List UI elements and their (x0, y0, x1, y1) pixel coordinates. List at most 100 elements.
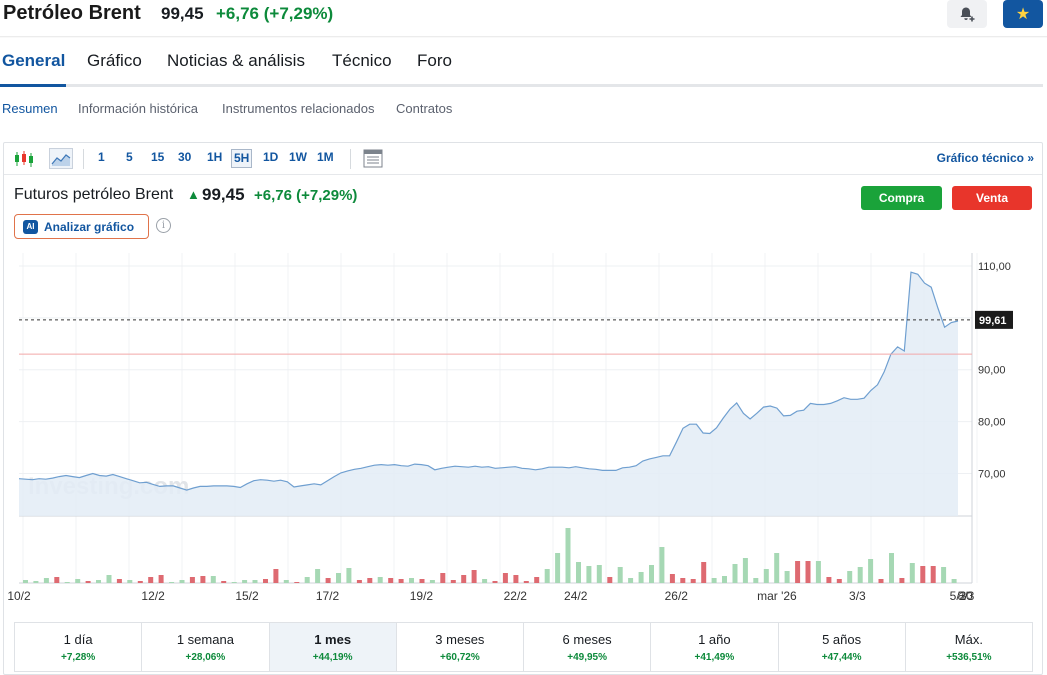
volume-bar (774, 553, 780, 583)
main-tabs: General Gráfico Noticias & análisis Técn… (0, 50, 1043, 87)
volume-bar (836, 579, 842, 583)
area-chart-button[interactable] (49, 148, 73, 169)
volume-bar (711, 578, 717, 583)
volume-bar (930, 566, 936, 583)
volume-bar (231, 582, 237, 583)
bell-plus-icon (960, 7, 975, 22)
volume-bar (304, 577, 310, 583)
subtab-contratos[interactable]: Contratos (396, 101, 453, 116)
toolbar-separator (83, 149, 84, 169)
volume-bar (346, 568, 352, 583)
x-tick-label: 5/3 (950, 589, 967, 603)
x-tick-label: 10/2 (7, 589, 31, 603)
volume-bar (586, 566, 592, 583)
volume-bar (878, 579, 884, 583)
sell-button[interactable]: Venta (952, 186, 1032, 210)
analyze-chart-label: Analizar gráfico (44, 219, 135, 234)
period-4[interactable]: 6 meses +49,95% (524, 623, 652, 671)
price-chart[interactable]: Investing.com70,0080,0090,00100110,0099,… (4, 143, 1042, 621)
tab-foro[interactable]: Foro (417, 51, 452, 70)
period-6[interactable]: 5 años +47,44% (779, 623, 906, 671)
interval-1d[interactable]: 1D (263, 150, 279, 164)
y-tick-label: 80,00 (978, 417, 1006, 429)
interval-1m[interactable]: 1M (317, 150, 334, 164)
header-change-value: +6,76 (216, 4, 260, 23)
subtab-instrumentos-relacionados[interactable]: Instrumentos relacionados (222, 101, 375, 116)
tab-grafico[interactable]: Gráfico (87, 51, 142, 70)
period-0[interactable]: 1 día +7,28% (15, 623, 143, 671)
volume-bar (868, 559, 874, 583)
volume-bar (544, 569, 550, 583)
table-view-icon[interactable] (363, 149, 383, 168)
up-arrow-icon: ▲ (187, 187, 200, 202)
volume-bar (857, 567, 863, 583)
period-label: Máx. (954, 631, 983, 647)
volume-bar (450, 580, 456, 583)
header-divider (0, 36, 1047, 38)
period-change: +7,28% (61, 651, 96, 663)
header-price: 99,45 (161, 4, 204, 23)
period-change: +536,51% (946, 651, 992, 663)
interval-1w[interactable]: 1W (289, 150, 307, 164)
interval-5[interactable]: 5 (126, 150, 133, 164)
tab-noticias[interactable]: Noticias & análisis (167, 51, 305, 70)
add-alert-button[interactable] (947, 0, 987, 28)
buy-button[interactable]: Compra (861, 186, 942, 210)
tab-general[interactable]: General (2, 51, 66, 70)
period-5[interactable]: 1 año +41,49% (651, 623, 779, 671)
volume-bar (753, 578, 759, 583)
price-line (18, 271, 959, 491)
performance-periods: 1 día +7,28% 1 semana +28,06% 1 mes +44,19% 3 … (14, 622, 1033, 672)
x-tick-label: 15/2 (235, 589, 259, 603)
volume-bar (826, 577, 832, 583)
interval-1[interactable]: 1 (98, 150, 105, 164)
interval-5h[interactable]: 5H (231, 149, 253, 168)
interval-1h[interactable]: 1H (207, 150, 223, 164)
candlestick-icon[interactable] (14, 150, 34, 168)
volume-bar (85, 581, 91, 583)
volume-bar (638, 572, 644, 583)
volume-bar (523, 581, 529, 583)
period-label: 1 mes (314, 631, 352, 647)
period-change: +49,95% (567, 651, 607, 663)
volume-bar (75, 579, 81, 583)
period-1[interactable]: 1 semana +28,06% (142, 623, 270, 671)
volume-bar (669, 574, 675, 583)
volume-bar (659, 547, 665, 583)
info-icon[interactable]: i (156, 218, 171, 233)
subtab-informacion-historica[interactable]: Información histórica (78, 101, 198, 116)
technical-chart-link[interactable]: Gráfico técnico » (936, 151, 1034, 165)
star-icon: ★ (1015, 6, 1031, 23)
volume-bar (502, 573, 508, 583)
volume-bar (356, 580, 362, 583)
volume-bar (409, 578, 414, 583)
volume-bar (200, 576, 206, 583)
volume-bar (294, 582, 300, 583)
volume-bar (315, 569, 321, 583)
tab-tecnico[interactable]: Técnico (332, 51, 392, 70)
volume-bar (419, 579, 425, 583)
subtab-resumen[interactable]: Resumen (2, 101, 58, 116)
interval-30[interactable]: 30 (178, 150, 192, 164)
volume-bar (742, 558, 748, 583)
period-7[interactable]: Máx. +536,51% (906, 623, 1032, 671)
instrument-change-value: +6,76 (254, 187, 292, 204)
chart-toolbar: 1 5 15 30 1H 5H 1D 1W 1M Gráfico técnico… (4, 143, 1042, 175)
instrument-price: 99,45 (202, 185, 245, 204)
analyze-chart-button[interactable]: AI Analizar gráfico (14, 214, 149, 239)
watchlist-button[interactable]: ★ (1003, 0, 1043, 28)
volume-bar (941, 567, 947, 583)
volume-bar (555, 553, 561, 583)
x-tick-label: 8/3 (958, 589, 975, 603)
header-change: +6,76 (+7,29%) (216, 4, 333, 24)
interval-15[interactable]: 15 (151, 150, 165, 164)
volume-bar (169, 582, 175, 583)
volume-bar (116, 579, 122, 583)
volume-bar (388, 578, 394, 583)
volume-bar (461, 575, 467, 583)
period-2[interactable]: 1 mes +44,19% (269, 623, 397, 671)
volume-bar (889, 553, 894, 583)
volume-bar (680, 578, 686, 583)
period-3[interactable]: 3 meses +60,72% (397, 623, 524, 671)
volume-bar (33, 581, 39, 583)
